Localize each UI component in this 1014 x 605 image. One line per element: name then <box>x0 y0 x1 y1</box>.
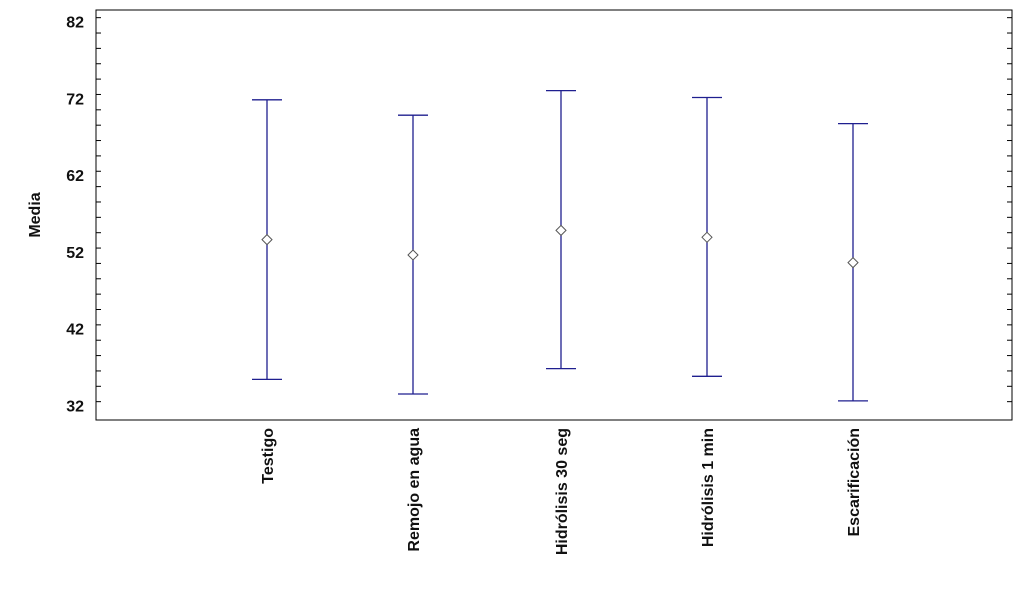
y-tick-label: 32 <box>66 399 84 416</box>
error-bar <box>546 91 576 369</box>
y-tick-label: 72 <box>66 91 84 108</box>
x-axis-labels: Testigo Remojo en agua Hidrólisis 30 seg Hi… <box>260 428 863 555</box>
x-tick-label: Remojo en agua <box>406 428 423 552</box>
y-tick-label: 62 <box>66 168 84 185</box>
y-tick-label: 42 <box>66 322 84 339</box>
y-axis-title: Media <box>27 192 44 237</box>
error-bar <box>838 124 868 401</box>
x-tick-label: Hidrólisis 1 min <box>700 428 717 547</box>
mean-point <box>848 258 858 268</box>
y-tick-label: 82 <box>66 15 84 32</box>
error-bars <box>252 91 868 401</box>
x-tick-label: Testigo <box>260 428 277 484</box>
x-tick-label: Escarificación <box>846 428 863 537</box>
error-bar <box>692 98 722 377</box>
error-bar <box>252 100 282 380</box>
error-bar <box>398 115 428 394</box>
mean-point <box>702 232 712 242</box>
y-axis-right <box>1007 18 1012 402</box>
y-tick-label: 52 <box>66 245 84 262</box>
mean-point <box>408 250 418 260</box>
plot-frame <box>96 10 1012 420</box>
x-tick-label: Hidrólisis 30 seg <box>554 428 571 555</box>
mean-point <box>262 235 272 245</box>
mean-point <box>556 225 566 235</box>
